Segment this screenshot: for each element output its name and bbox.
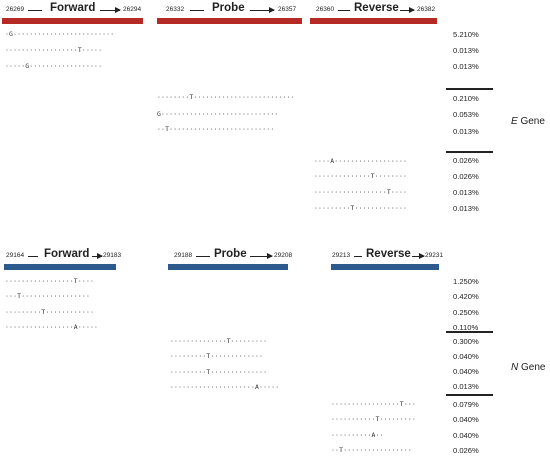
frequency-value: 0.300%: [453, 337, 479, 346]
frequency-value: 0.053%: [453, 110, 479, 119]
n-probe-label: Probe: [214, 248, 247, 260]
e-forward-header: 26269 Forward 26294: [6, 2, 141, 18]
sequence-row: ·····G··················: [5, 62, 103, 70]
n-forward-header: 29164 Forward 29183: [6, 248, 121, 264]
sequence-row: G·····························: [157, 110, 279, 118]
n-forward-start: 29164: [6, 252, 25, 259]
frequency-value: 0.420%: [453, 292, 479, 301]
arrow-right-icon: [250, 253, 273, 259]
sequence-row: ···········T·········: [331, 415, 416, 423]
sequence-row: ··············T·········: [170, 337, 268, 345]
arrow-right-icon: [400, 7, 415, 13]
arrow-right-icon: [250, 7, 275, 13]
n-forward-end: 29183: [103, 252, 122, 259]
frequency-value: 0.026%: [453, 172, 479, 181]
section-divider: [446, 88, 493, 90]
n-reverse-bar: [331, 264, 439, 270]
e-reverse-bar: [310, 18, 437, 24]
sequence-row: ··T··························: [157, 125, 275, 133]
frequency-value: 0.040%: [453, 431, 479, 440]
e-probe-label: Probe: [212, 2, 245, 14]
frequency-value: 0.110%: [453, 323, 479, 332]
n-reverse-end: 29231: [425, 252, 444, 259]
frequency-value: 0.013%: [453, 188, 479, 197]
sequence-row: ·G·························: [5, 30, 115, 38]
sequence-row: ·········T·············: [170, 352, 264, 360]
arrow-right-icon: [92, 253, 103, 259]
sequence-row: ········T·························: [157, 93, 295, 101]
e-probe-end: 26357: [278, 6, 297, 13]
n-reverse-header: 29213 Reverse 29231: [332, 248, 444, 264]
n-forward-label: Forward: [44, 248, 90, 260]
e-probe-header: 26332 Probe 26357: [166, 2, 301, 18]
e-forward-bar: [2, 18, 143, 24]
n-forward-bar: [4, 264, 116, 270]
e-reverse-end: 26382: [417, 6, 436, 13]
frequency-value: 0.040%: [453, 352, 479, 361]
frequency-value: 0.026%: [453, 446, 479, 455]
frequency-value: 0.040%: [453, 415, 479, 424]
e-forward-start: 26269: [6, 6, 25, 13]
frequency-value: 0.026%: [453, 156, 479, 165]
frequency-value: 0.013%: [453, 62, 479, 71]
sequence-row: ····A··················: [314, 157, 408, 165]
section-divider: [446, 151, 493, 153]
e-reverse-start: 26360: [316, 6, 335, 13]
n-probe-bar: [168, 264, 288, 270]
arrow-right-icon: [412, 253, 425, 259]
sequence-row: ··············T········: [314, 172, 408, 180]
section-divider: [446, 394, 493, 396]
sequence-row: ·················A·····: [5, 323, 99, 331]
arrow-right-icon: [100, 7, 121, 13]
section-divider: [446, 331, 493, 333]
frequency-value: 0.013%: [453, 382, 479, 391]
n-probe-header: 29188 Probe 29208: [174, 248, 294, 264]
sequence-row: ·····················A·····: [170, 383, 280, 391]
sequence-row: ·········T··············: [170, 368, 268, 376]
sequence-row: ·················T····: [5, 277, 95, 285]
frequency-value: 0.013%: [453, 46, 479, 55]
sequence-row: ·········T············: [5, 308, 95, 316]
e-reverse-label: Reverse: [354, 2, 399, 14]
sequence-row: ·········T·············: [314, 204, 408, 212]
n-probe-start: 29188: [174, 252, 193, 259]
frequency-value: 0.079%: [453, 400, 479, 409]
frequency-value: 0.040%: [453, 367, 479, 376]
e-forward-end: 26294: [123, 6, 142, 13]
e-reverse-header: 26360 Reverse 26382: [316, 2, 436, 18]
n-probe-end: 29208: [274, 252, 293, 259]
n-reverse-start: 29213: [332, 252, 351, 259]
n-gene-label: N Gene: [511, 362, 546, 373]
sequence-row: ··················T····: [314, 188, 408, 196]
sequence-row: ··················T·····: [5, 46, 103, 54]
frequency-value: 5.210%: [453, 30, 479, 39]
e-forward-label: Forward: [50, 2, 96, 14]
sequence-row: ··T·················: [331, 446, 412, 454]
sequence-row: ···T·················: [5, 292, 90, 300]
sequence-row: ·················T···: [331, 400, 416, 408]
n-reverse-label: Reverse: [366, 248, 411, 260]
frequency-value: 0.250%: [453, 308, 479, 317]
e-probe-bar: [157, 18, 302, 24]
sequence-row: ··········A··: [331, 431, 384, 439]
frequency-value: 1.250%: [453, 277, 479, 286]
frequency-value: 0.013%: [453, 127, 479, 136]
e-gene-label: E Gene: [511, 116, 545, 127]
frequency-value: 0.013%: [453, 204, 479, 213]
frequency-value: 0.210%: [453, 94, 479, 103]
e-probe-start: 26332: [166, 6, 185, 13]
